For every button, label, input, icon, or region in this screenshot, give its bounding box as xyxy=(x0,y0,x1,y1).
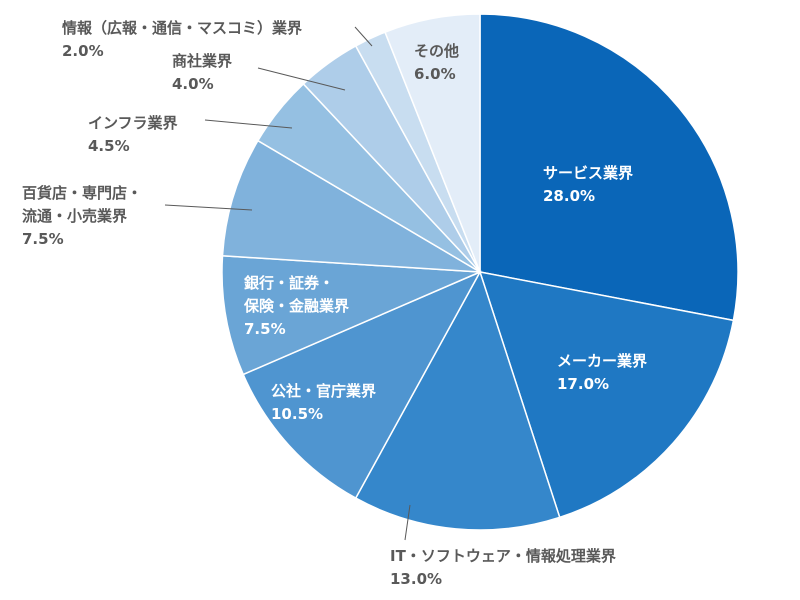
leader-line xyxy=(354,26,373,47)
pie-slice xyxy=(384,13,481,273)
pie-slice xyxy=(221,255,481,376)
slice-value-label: 7.5% xyxy=(244,320,286,338)
pie-slice xyxy=(242,270,482,500)
pie-slice xyxy=(478,271,735,519)
pie-slice xyxy=(354,270,561,531)
slice-label: IT・ソフトウェア・情報処理業界 xyxy=(390,547,616,565)
slice-value-label: 13.0% xyxy=(390,570,443,588)
slice-label: 百貨店・専門店・ 流通・小売業界 xyxy=(22,184,143,225)
pie-slice xyxy=(479,13,739,322)
leader-line xyxy=(164,204,253,211)
slice-label: メーカー業界 xyxy=(557,352,648,370)
pie-slice xyxy=(221,139,481,273)
leader-line xyxy=(257,67,346,91)
leader-line xyxy=(404,504,411,541)
slice-label: 公社・官庁業界 xyxy=(271,382,377,400)
slice-label: 商社業界 xyxy=(172,52,233,70)
slice-value-label: 4.5% xyxy=(88,137,130,155)
slice-value-label: 10.5% xyxy=(271,405,324,423)
slice-label: 銀行・証券・ 保険・金融業界 xyxy=(244,274,350,315)
slice-label: サービス業界 xyxy=(543,164,634,182)
slice-value-label: 4.0% xyxy=(172,75,214,93)
slice-label: その他 xyxy=(414,42,460,60)
slice-value-label: 28.0% xyxy=(543,187,596,205)
leader-line xyxy=(204,119,293,129)
slice-value-label: 17.0% xyxy=(557,375,610,393)
slice-value-label: 7.5% xyxy=(22,230,64,248)
slice-value-label: 6.0% xyxy=(414,65,456,83)
slice-value-label: 2.0% xyxy=(62,42,104,60)
slice-label: 情報（広報・通信・マスコミ）業界 xyxy=(62,19,303,37)
slice-label: インフラ業界 xyxy=(88,114,178,132)
